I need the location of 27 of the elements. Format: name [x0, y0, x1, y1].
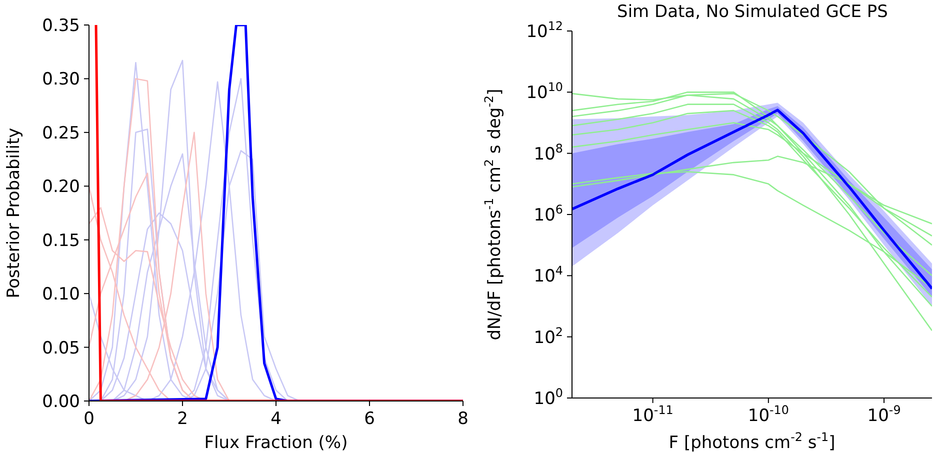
y-tick-label: 0.05: [42, 338, 80, 358]
x-axis-title: F [photons cm$^{-2}$ s$^{-1}$]: [668, 430, 836, 452]
x-axis-title: Flux Fraction (%): [204, 433, 348, 452]
x-tick-label: 8: [458, 409, 468, 429]
x-tick-label: 4: [270, 409, 282, 429]
y-tick-label: 0.25: [42, 123, 80, 144]
x-tick-label: 6: [364, 409, 375, 429]
y-tick-label: 0.15: [42, 230, 80, 251]
x-tick-label: 0: [84, 409, 94, 429]
y-axis-title: Posterior Probability: [4, 128, 24, 298]
x-tick-label: 10$^{-9}$: [867, 403, 901, 426]
y-tick-label: 10$^{2}$: [534, 324, 563, 348]
y-tick-label: 0.30: [42, 70, 80, 90]
x-tick-label: 10$^{-11}$: [632, 403, 674, 426]
x-tick-label: 2: [177, 409, 188, 429]
y-tick-label: 0.35: [42, 16, 80, 36]
x-tick-label: 10$^{-10}$: [748, 403, 789, 426]
y-tick-label: 10$^{6}$: [534, 202, 563, 226]
y-tick-label: 0.10: [42, 284, 80, 305]
y-tick-label: 10$^{4}$: [534, 264, 563, 287]
y-tick-label: 10$^{10}$: [526, 80, 563, 104]
y-tick-label: 10$^{0}$: [534, 386, 563, 409]
y-tick-label: 0.00: [42, 392, 80, 412]
chart-title: Sim Data, No Simulated GCE PS: [616, 2, 889, 22]
y-tick-label: 0.20: [42, 177, 80, 198]
y-tick-label: 10$^{12}$: [526, 19, 563, 42]
y-tick-label: 10$^{8}$: [534, 141, 563, 164]
